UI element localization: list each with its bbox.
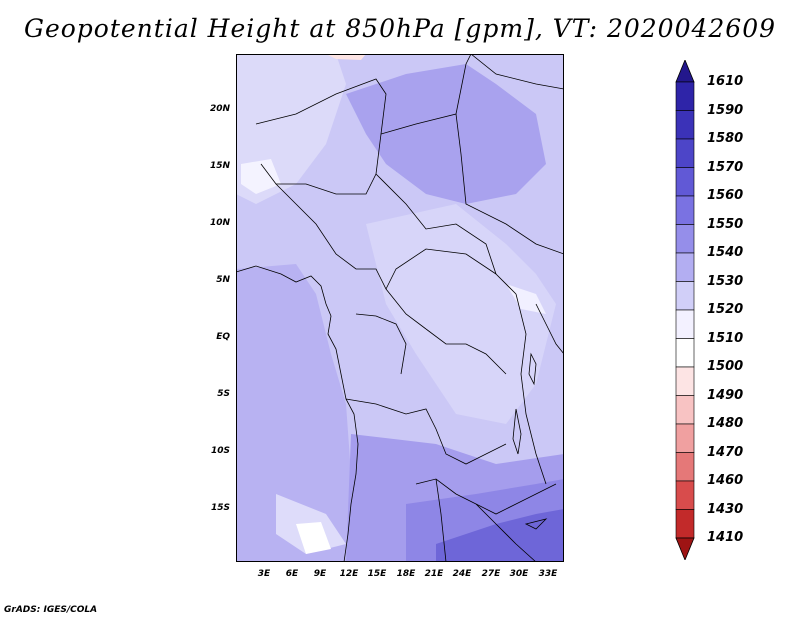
colorbar-label: 1540 xyxy=(707,245,744,260)
field-white-3 xyxy=(506,284,546,314)
lon-label-3e: 3E xyxy=(257,569,271,579)
map-title: Geopotential Height at 850hPa [gpm], VT:… xyxy=(23,14,777,43)
lon-label-12e: 12E xyxy=(339,569,359,579)
colorbar-label: 1490 xyxy=(707,387,744,403)
map-plot xyxy=(236,54,564,562)
lon-label-24e: 24E xyxy=(452,569,472,579)
colorbar-label: 1550 xyxy=(707,216,744,232)
colorbar-label: 1580 xyxy=(707,131,744,146)
colorbar-segment xyxy=(675,281,695,311)
colorbar-segment xyxy=(675,224,695,254)
field-white-1 xyxy=(241,159,281,194)
lakes xyxy=(512,352,548,530)
colorbar-label: 1480 xyxy=(707,416,744,431)
field-pink xyxy=(326,54,366,60)
colorbar-bottom-triangle xyxy=(675,537,695,560)
colorbar xyxy=(675,60,695,560)
lon-label-27e: 27E xyxy=(481,569,501,579)
lat-label-10n: 10N xyxy=(209,218,230,228)
colorbar-segment xyxy=(675,338,695,368)
lon-label-9e: 9E xyxy=(313,569,327,579)
colorbar-label: 1520 xyxy=(707,302,744,317)
colorbar-segment xyxy=(675,309,695,339)
lat-label-10s: 10S xyxy=(210,446,230,456)
colorbar-segment xyxy=(675,110,695,140)
lon-label-18e: 18E xyxy=(396,569,416,579)
colorbar-label: 1430 xyxy=(707,501,744,517)
field-light-2 xyxy=(366,204,556,424)
colorbar-label: 1530 xyxy=(707,273,744,289)
field-white-2 xyxy=(296,522,331,554)
lon-label-6e: 6E xyxy=(285,569,299,579)
colorbar-segment xyxy=(675,452,695,482)
map-frame xyxy=(236,54,564,562)
colorbar-label: 1410 xyxy=(707,530,744,545)
lon-label-15e: 15E xyxy=(367,569,387,579)
colorbar-segment xyxy=(675,167,695,197)
lat-label-5n: 5N xyxy=(216,275,230,285)
lon-label-33e: 33E xyxy=(538,569,558,579)
colorbar-segment xyxy=(675,395,695,425)
colorbar-segment xyxy=(675,509,695,539)
colorbar-label: 1460 xyxy=(707,473,744,488)
field-west-ocean xyxy=(236,264,351,562)
colorbar-label: 1510 xyxy=(707,330,744,346)
lon-label-21e: 21E xyxy=(424,569,444,579)
colorbar-label: 1610 xyxy=(707,74,744,89)
lat-label-eq: EQ xyxy=(216,332,230,342)
lat-label-15s: 15S xyxy=(210,503,230,513)
colorbar-label: 1570 xyxy=(707,159,744,175)
colorbar-label: 1560 xyxy=(707,188,744,203)
colorbar-label: 1590 xyxy=(707,102,744,118)
country-borders xyxy=(236,54,564,562)
colorbar-segment xyxy=(675,195,695,225)
colorbar-segment xyxy=(675,480,695,510)
colorbar-segment xyxy=(675,81,695,111)
colorbar-segment xyxy=(675,423,695,453)
colorbar-segment xyxy=(675,252,695,282)
colorbar-top-triangle xyxy=(675,60,695,83)
colorbar-label: 1500 xyxy=(707,359,744,374)
colorbar-label: 1470 xyxy=(707,444,744,460)
lat-label-5s: 5S xyxy=(217,389,230,399)
colorbar-segment xyxy=(675,366,695,396)
colorbar-segment xyxy=(675,138,695,168)
lon-label-30e: 30E xyxy=(509,569,529,579)
lat-label-15n: 15N xyxy=(209,161,230,171)
lat-label-20n: 20N xyxy=(209,104,230,114)
field-north-blob xyxy=(346,64,546,204)
grads-credit: GrADS: IGES/COLA xyxy=(4,605,98,615)
